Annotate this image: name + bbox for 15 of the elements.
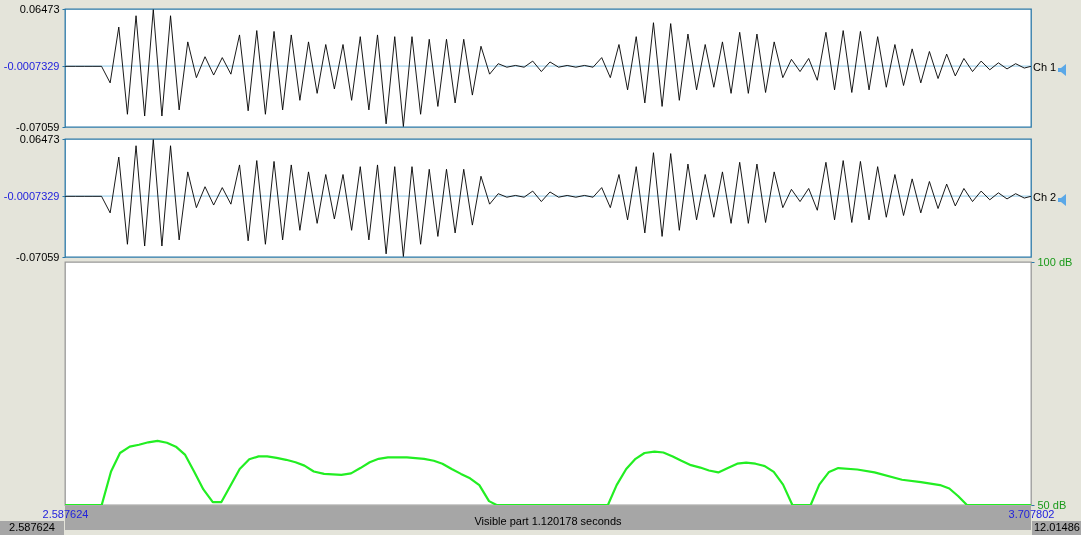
text: 12.01486	[1032, 521, 1081, 535]
y-tick-label: -0.0007329	[3, 59, 60, 72]
y-tick-label: -0.07059	[16, 250, 60, 263]
series-label: Ch 2	[1033, 191, 1057, 204]
y-tick-label: 0.06473	[19, 2, 60, 15]
y-tick-label: -0.0007329	[3, 189, 60, 202]
y-tick-label: -0.07059	[16, 120, 60, 133]
text: Visible part 1.120178 seconds	[474, 515, 622, 527]
y-tick-label: 0.06473	[19, 132, 60, 145]
line-series	[65, 139, 1031, 257]
line-series	[65, 9, 1031, 127]
y2-tick-label: 100 dB	[1037, 255, 1073, 268]
series-label: Ch 1	[1033, 61, 1057, 74]
line-series	[65, 439, 1031, 505]
text: 2.587624	[0, 521, 64, 535]
